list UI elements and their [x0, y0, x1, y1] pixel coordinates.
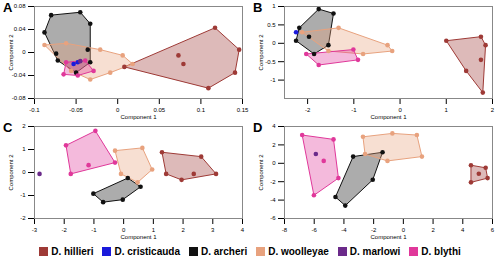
svg-text:-4: -4 [341, 227, 347, 233]
svg-text:0: 0 [402, 227, 406, 233]
svg-text:-8: -8 [282, 227, 288, 233]
svg-text:Component 2: Component 2 [258, 154, 264, 191]
svg-text:1: 1 [445, 107, 449, 113]
html-text:D. cristicauda: D. cristicauda [114, 246, 180, 257]
svg-text:2: 2 [22, 123, 26, 129]
svg-text:0.04: 0.04 [14, 26, 26, 32]
svg-text:Component 1: Component 1 [370, 234, 407, 240]
svg-text:0.05: 0.05 [153, 107, 165, 113]
svg-text:4: 4 [272, 123, 276, 129]
html-text:D. marlowi: D. marlowi [349, 246, 401, 257]
svg-text:-0.04: -0.04 [12, 72, 26, 78]
svg-text:-3: -3 [32, 227, 38, 233]
svg-text:2: 2 [491, 107, 495, 113]
svg-text:-1: -1 [20, 192, 26, 198]
html-text:A: A [3, 0, 13, 15]
svg-text:-4: -4 [270, 197, 276, 203]
svg-text:6: 6 [491, 227, 495, 233]
svg-text:0: 0 [272, 160, 276, 166]
html-text:B: B [253, 0, 263, 15]
svg-text:Component 1: Component 1 [370, 114, 407, 120]
svg-text:0: 0 [116, 107, 120, 113]
svg-text:-1: -1 [91, 227, 97, 233]
svg-text:0: 0 [22, 169, 26, 175]
svg-text:4: 4 [461, 227, 465, 233]
svg-text:1: 1 [22, 146, 26, 152]
svg-text:Component 1: Component 1 [120, 234, 157, 240]
svg-text:-2: -2 [20, 215, 26, 221]
svg-text:-0.1: -0.1 [29, 107, 40, 113]
svg-text:2: 2 [431, 227, 435, 233]
svg-text:0: 0 [398, 107, 402, 113]
svg-text:-6: -6 [312, 227, 318, 233]
svg-text:2: 2 [272, 142, 276, 148]
html-text:D: D [253, 120, 263, 135]
svg-text:-0.5: -0.5 [265, 59, 276, 65]
svg-text:-1: -1 [351, 107, 357, 113]
svg-text:0: 0 [122, 227, 126, 233]
svg-text:-6: -6 [270, 215, 276, 221]
svg-text:-2: -2 [371, 227, 377, 233]
svg-text:0.15: 0.15 [237, 107, 249, 113]
svg-text:3: 3 [211, 227, 215, 233]
svg-text:-0.05: -0.05 [69, 107, 83, 113]
svg-text:2: 2 [181, 227, 185, 233]
svg-text:-2: -2 [62, 227, 68, 233]
html-text:D. woolleyae: D. woolleyae [268, 246, 329, 257]
html-text:D. blythi: D. blythi [421, 246, 461, 257]
svg-text:-2: -2 [305, 107, 311, 113]
svg-text:1: 1 [152, 227, 156, 233]
svg-text:Component 2: Component 2 [258, 34, 264, 71]
svg-text:Component 2: Component 2 [8, 154, 14, 191]
svg-text:1: 1 [272, 3, 276, 9]
svg-text:0.1: 0.1 [197, 107, 206, 113]
html-text:D. hillieri: D. hillieri [51, 246, 94, 257]
svg-text:4: 4 [241, 227, 245, 233]
svg-text:-1: -1 [270, 77, 276, 83]
svg-text:-2: -2 [270, 179, 276, 185]
svg-text:0: 0 [22, 49, 26, 55]
svg-text:Component 1: Component 1 [120, 114, 157, 120]
svg-text:0: 0 [272, 40, 276, 46]
svg-text:Component 2: Component 2 [8, 34, 14, 71]
html-text:C: C [3, 120, 13, 135]
svg-text:0.5: 0.5 [267, 22, 276, 28]
html-text:D. archeri: D. archeri [201, 246, 248, 257]
svg-text:-0.08: -0.08 [12, 95, 26, 101]
svg-text:0.08: 0.08 [14, 3, 26, 9]
